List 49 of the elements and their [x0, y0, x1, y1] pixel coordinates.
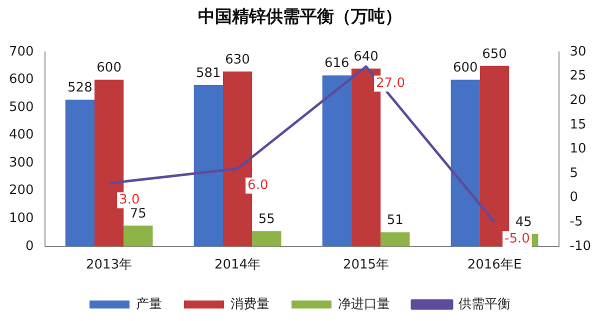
y2-tick-label: -10 [570, 238, 591, 254]
legend-label: 消费量 [230, 296, 270, 312]
data-label: 600 [96, 60, 122, 76]
y-tick-label: 500 [8, 100, 34, 115]
bar [322, 75, 352, 246]
x-tick-label: 2013年 [86, 258, 132, 273]
bar [252, 231, 282, 246]
chart-title: 中国精锌供需平衡（万吨） [197, 6, 403, 29]
y2-tick-label: 10 [570, 142, 586, 157]
x-tick-label: 2015年 [342, 258, 390, 273]
legend-label: 供需平衡 [458, 296, 510, 312]
data-label: 55 [258, 212, 275, 227]
y-tick-label: 600 [8, 72, 34, 88]
bar [124, 226, 153, 246]
bar [65, 100, 94, 246]
y-tick-label: 700 [8, 44, 34, 60]
x-tick-label: 2014年 [214, 258, 261, 273]
legend-label: 净进口量 [338, 296, 390, 312]
y-tick-label: 200 [8, 183, 34, 198]
legend-label: 产量 [136, 296, 162, 312]
data-label: 45 [515, 214, 532, 230]
data-label: 3.0 [119, 192, 140, 208]
data-label: 51 [386, 213, 404, 228]
data-label: 600 [452, 60, 478, 76]
bar [194, 85, 223, 246]
y2-tick-label: 15 [570, 117, 586, 132]
data-label: 630 [225, 52, 250, 68]
data-label: 616 [324, 56, 350, 72]
data-label: 640 [354, 50, 378, 65]
data-label: 528 [68, 80, 92, 96]
data-label: 27.0 [376, 76, 405, 91]
y-tick-label: 300 [8, 155, 34, 170]
y2-tick-label: 5 [570, 166, 578, 181]
data-label: 650 [482, 46, 507, 62]
y2-tick-label: 25 [570, 68, 586, 84]
x-tick-label: 2016年E [467, 258, 522, 273]
y2-tick-label: 20 [570, 92, 586, 108]
bar [380, 232, 410, 246]
y-tick-label: 400 [8, 128, 34, 143]
y2-tick-label: 30 [570, 44, 586, 60]
data-label: 75 [130, 206, 146, 222]
data-label: -5.0 [504, 231, 530, 246]
y-tick-label: 100 [8, 211, 34, 226]
data-label: 6.0 [248, 178, 268, 194]
y2-tick-label: -5 [570, 214, 583, 230]
bar [450, 80, 480, 246]
y-tick-label: 0 [26, 238, 34, 254]
y2-tick-label: 0 [570, 190, 578, 206]
data-label: 581 [196, 66, 221, 81]
